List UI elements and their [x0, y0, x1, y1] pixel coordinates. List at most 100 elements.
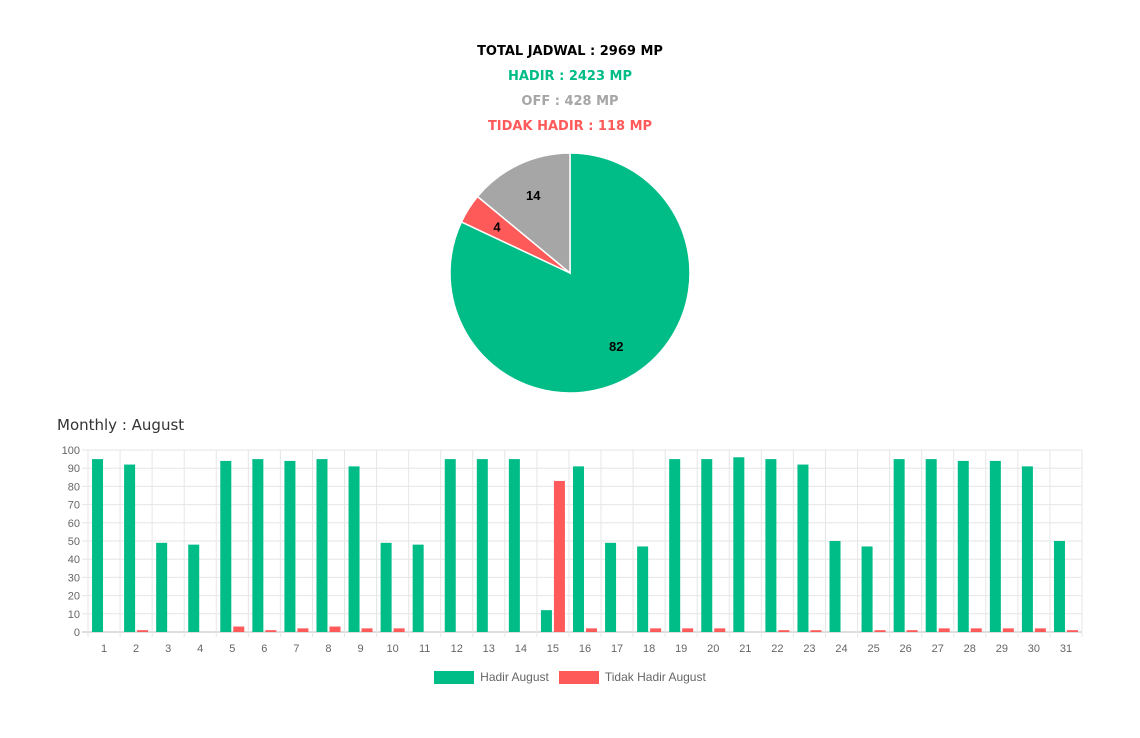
x-tick-label: 1	[101, 643, 107, 655]
bar-tidak-hadir-6[interactable]	[265, 630, 277, 632]
bar-tidak-hadir-29[interactable]	[1002, 628, 1014, 632]
bar-tidak-hadir-5[interactable]	[233, 626, 245, 632]
summary-off: OFF : 428 MP	[521, 94, 619, 109]
x-tick-label: 31	[1060, 643, 1072, 655]
bar-hadir-21[interactable]	[733, 457, 745, 632]
bar-tidak-hadir-18[interactable]	[650, 628, 662, 632]
x-tick-label: 12	[451, 643, 463, 655]
x-tick-label: 7	[293, 643, 299, 655]
y-tick-label: 90	[68, 463, 80, 475]
bar-hadir-22[interactable]	[765, 459, 777, 632]
bar-tidak-hadir-31[interactable]	[1066, 630, 1078, 632]
bar-hadir-1[interactable]	[92, 459, 104, 632]
x-tick-label: 10	[386, 643, 398, 655]
bar-hadir-26[interactable]	[893, 459, 905, 632]
pie-label-hadir: 82	[609, 339, 623, 354]
x-tick-label: 30	[1028, 643, 1040, 655]
bar-tidak-hadir-26[interactable]	[906, 630, 918, 632]
x-tick-label: 6	[261, 643, 267, 655]
y-tick-label: 0	[74, 627, 80, 639]
x-tick-label: 3	[165, 643, 171, 655]
x-tick-label: 9	[357, 643, 363, 655]
bar-hadir-8[interactable]	[316, 459, 328, 632]
bar-hadir-14[interactable]	[508, 459, 520, 632]
bar-tidak-hadir-7[interactable]	[297, 628, 309, 632]
x-tick-label: 14	[515, 643, 527, 655]
bar-hadir-9[interactable]	[348, 466, 360, 632]
legend-item-tidak-hadir[interactable]: Tidak Hadir August	[558, 670, 706, 684]
x-tick-label: 5	[229, 643, 235, 655]
x-tick-label: 22	[771, 643, 783, 655]
bar-hadir-6[interactable]	[252, 459, 264, 632]
summary-hadir: HADIR : 2423 MP	[507, 69, 632, 84]
bar-tidak-hadir-16[interactable]	[586, 628, 597, 632]
pie-slice-hadir[interactable]	[449, 152, 691, 394]
bar-hadir-20[interactable]	[701, 459, 713, 632]
bar-hadir-13[interactable]	[476, 459, 488, 632]
x-tick-label: 26	[900, 643, 912, 655]
summary-total: TOTAL JADWAL : 2969 MP	[477, 44, 663, 59]
y-tick-label: 100	[62, 445, 80, 457]
bar-tidak-hadir-28[interactable]	[970, 628, 982, 632]
x-tick-label: 8	[325, 643, 331, 655]
bar-tidak-hadir-15[interactable]	[553, 480, 565, 632]
summary-tidak-hadir: TIDAK HADIR : 118 MP	[487, 119, 653, 134]
bar-hadir-17[interactable]	[605, 542, 617, 632]
bar-hadir-4[interactable]	[188, 544, 200, 632]
pie-label-off: 14	[526, 188, 541, 203]
bar-hadir-19[interactable]	[669, 459, 681, 632]
bar-tidak-hadir-20[interactable]	[714, 628, 726, 632]
bar-hadir-3[interactable]	[156, 542, 168, 632]
x-tick-label: 25	[867, 643, 879, 655]
x-tick-label: 29	[996, 643, 1008, 655]
bar-hadir-15[interactable]	[540, 610, 552, 632]
bar-hadir-7[interactable]	[284, 460, 296, 632]
bar-hadir-11[interactable]	[412, 544, 424, 632]
bar-tidak-hadir-23[interactable]	[810, 630, 822, 632]
x-tick-label: 24	[835, 643, 847, 655]
pie-label-tidak-hadir: 4	[493, 220, 501, 235]
bar-hadir-25[interactable]	[861, 546, 873, 632]
y-tick-label: 80	[68, 481, 80, 493]
bar-chart-legend: Hadir August Tidak Hadir August	[0, 670, 1140, 684]
y-tick-label: 60	[68, 518, 80, 530]
bar-tidak-hadir-25[interactable]	[874, 630, 886, 632]
x-tick-label: 2	[133, 643, 139, 655]
bar-tidak-hadir-22[interactable]	[778, 630, 790, 632]
bar-hadir-28[interactable]	[957, 460, 969, 632]
bar-hadir-30[interactable]	[1021, 466, 1033, 632]
bar-hadir-10[interactable]	[380, 542, 392, 632]
bar-tidak-hadir-30[interactable]	[1034, 628, 1046, 632]
x-tick-label: 18	[643, 643, 655, 655]
x-tick-label: 17	[611, 643, 623, 655]
bar-hadir-27[interactable]	[925, 459, 937, 632]
bar-hadir-18[interactable]	[637, 546, 649, 632]
bar-hadir-24[interactable]	[829, 541, 841, 632]
bar-hadir-29[interactable]	[989, 460, 1001, 632]
bar-hadir-12[interactable]	[444, 459, 456, 632]
bar-tidak-hadir-10[interactable]	[393, 628, 405, 632]
legend-label-hadir: Hadir August	[480, 670, 549, 684]
bar-hadir-2[interactable]	[124, 464, 136, 632]
pie-slice-off[interactable]	[476, 152, 571, 275]
y-tick-label: 30	[68, 572, 80, 584]
legend-item-hadir[interactable]: Hadir August	[434, 670, 549, 684]
bar-tidak-hadir-8[interactable]	[329, 626, 341, 632]
bar-hadir-23[interactable]	[797, 464, 809, 632]
legend-label-tidak-hadir: Tidak Hadir August	[604, 670, 706, 684]
bar-tidak-hadir-19[interactable]	[682, 628, 694, 632]
legend-swatch-hadir	[434, 670, 475, 684]
x-tick-label: 16	[579, 643, 591, 655]
x-tick-label: 27	[932, 643, 944, 655]
bar-tidak-hadir-27[interactable]	[938, 628, 950, 632]
bar-hadir-16[interactable]	[573, 466, 584, 632]
y-tick-label: 10	[68, 609, 80, 621]
x-tick-label: 20	[707, 643, 719, 655]
bar-tidak-hadir-2[interactable]	[137, 630, 149, 632]
bar-hadir-5[interactable]	[220, 460, 232, 632]
bar-tidak-hadir-9[interactable]	[361, 628, 373, 632]
bar-hadir-31[interactable]	[1053, 541, 1065, 632]
x-tick-label: 13	[483, 643, 495, 655]
x-tick-label: 4	[197, 643, 203, 655]
